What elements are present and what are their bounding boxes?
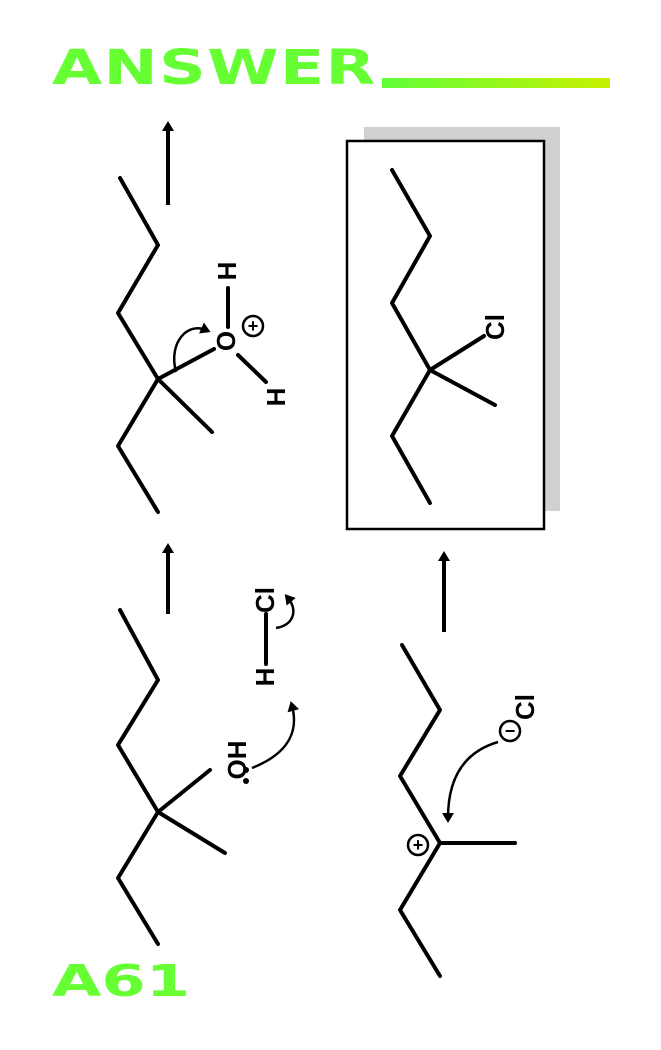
hcl-molecule: H Cl (250, 587, 280, 686)
lone-pair-dot (243, 767, 249, 773)
o-label: O (211, 331, 241, 351)
charge-label: + (248, 316, 259, 336)
positive-charge-icon (406, 833, 430, 857)
box-frame (345, 139, 546, 531)
oxonium-molecule: O H H + (116, 176, 291, 514)
cl-label: Cl (250, 587, 280, 613)
page-title: ANSWER (52, 40, 377, 96)
positive-charge-icon (241, 314, 265, 338)
product-cl-label: Cl (480, 314, 510, 340)
h-label: H (250, 668, 280, 687)
curved-arrow-bond-break (275, 594, 296, 630)
carbocation-molecule: + (398, 643, 517, 978)
h-bottom-label: H (261, 388, 291, 407)
curved-arrow-leaving-group (173, 322, 211, 373)
chloride-ion: − Cl (498, 694, 540, 743)
chloride-charge-label: − (505, 721, 516, 741)
oh-label: OH (222, 741, 252, 780)
cation-charge-label: + (413, 835, 424, 855)
negative-charge-icon (498, 719, 522, 743)
curved-arrow-lone-pair-attack (251, 701, 300, 770)
card-id: A61 (52, 956, 191, 1007)
h-top-label: H (212, 262, 242, 281)
product-box: Cl (345, 127, 560, 531)
alcohol-molecule: OH (116, 608, 252, 946)
lone-pair-dot (243, 778, 249, 784)
chloride-label: Cl (510, 694, 540, 720)
title-underline (382, 78, 610, 88)
curved-arrow-nucleophile (442, 740, 499, 823)
